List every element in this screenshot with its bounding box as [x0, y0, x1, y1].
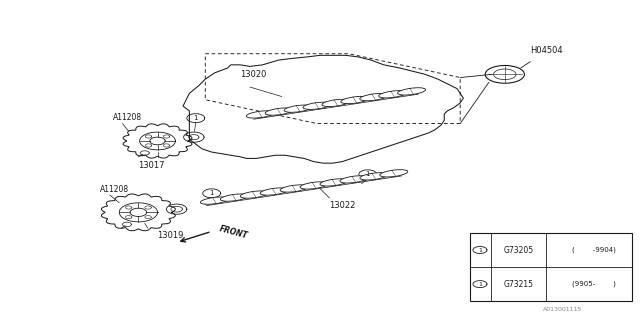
Ellipse shape [220, 194, 248, 201]
Text: A013001115: A013001115 [543, 307, 582, 312]
Text: 13017: 13017 [138, 161, 164, 170]
Ellipse shape [200, 197, 228, 204]
Ellipse shape [280, 185, 308, 192]
Ellipse shape [360, 93, 388, 101]
Text: FRONT: FRONT [218, 224, 248, 240]
Ellipse shape [360, 173, 388, 180]
Text: 1: 1 [209, 190, 214, 196]
Ellipse shape [397, 88, 426, 95]
Ellipse shape [341, 96, 369, 104]
Text: 13019: 13019 [157, 231, 184, 240]
Ellipse shape [485, 66, 524, 83]
Text: 1: 1 [478, 282, 482, 287]
Ellipse shape [380, 170, 408, 177]
Ellipse shape [284, 105, 312, 112]
Text: 13020: 13020 [241, 70, 267, 79]
Ellipse shape [322, 99, 350, 107]
Text: (9905-        ): (9905- ) [572, 281, 616, 287]
Text: 1: 1 [478, 247, 482, 252]
Ellipse shape [303, 102, 331, 109]
Text: A11208: A11208 [113, 113, 142, 122]
Ellipse shape [246, 111, 274, 118]
Bar [470, 233, 632, 301]
Ellipse shape [379, 91, 406, 98]
Text: (        -9904): ( -9904) [572, 247, 616, 253]
Ellipse shape [340, 176, 368, 183]
Text: G73205: G73205 [504, 245, 534, 254]
Text: G73215: G73215 [504, 280, 534, 289]
Ellipse shape [260, 188, 288, 195]
Ellipse shape [320, 179, 348, 186]
Ellipse shape [265, 108, 293, 115]
Text: A11208: A11208 [100, 185, 129, 194]
Ellipse shape [240, 191, 268, 198]
Ellipse shape [300, 182, 328, 189]
Text: H04504: H04504 [531, 46, 563, 55]
Text: 13022: 13022 [330, 201, 356, 210]
Text: 1: 1 [365, 171, 370, 177]
Text: 1: 1 [193, 115, 198, 121]
Ellipse shape [493, 69, 516, 80]
